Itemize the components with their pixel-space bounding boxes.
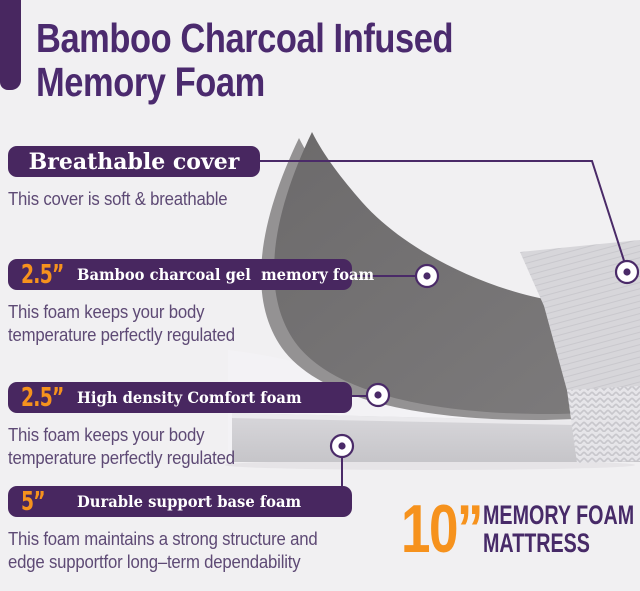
mattress-product-label: MEMORY FOAM MATTRESS <box>483 501 640 557</box>
desc-line: edge supportfor long–term dependability <box>8 552 301 572</box>
layer-name: High density Comfort foam <box>77 388 302 407</box>
page-title: Bamboo Charcoal Infused Memory Foam <box>36 16 533 104</box>
callout-dot-cover <box>614 259 640 285</box>
layer-description: This foam keeps your body temperature pe… <box>8 424 352 470</box>
callout-dot-comfort-foam <box>365 382 391 408</box>
layer-section-memory-foam: 2.5” Bamboo charcoal gel memory foam Thi… <box>8 259 374 347</box>
layer-description: This foam keeps your body temperature pe… <box>8 301 352 347</box>
mattress-total-thickness: 10” <box>401 491 505 567</box>
callout-dots <box>329 259 640 459</box>
title-line-1: Bamboo Charcoal Infused <box>36 16 533 60</box>
layer-banner-breathable-cover: Breathable cover <box>8 146 260 177</box>
layer-section-comfort-foam: 2.5” High density Comfort foam This foam… <box>8 382 352 470</box>
layer-thickness: 2.5” <box>21 382 64 413</box>
title-text-2: Memory Foam <box>36 59 265 105</box>
desc-line: This foam keeps your body <box>8 302 205 322</box>
desc-line: This foam maintains a strong structure a… <box>8 529 318 549</box>
product-label-line-1: MEMORY FOAM <box>483 501 640 529</box>
layer-name: Breathable cover <box>28 148 240 175</box>
product-label-text-1: MEMORY FOAM <box>483 500 635 530</box>
layer-banner-comfort-foam: 2.5” High density Comfort foam <box>8 382 352 413</box>
layer-description: This foam maintains a strong structure a… <box>8 528 352 574</box>
desc-line: This foam keeps your body <box>8 425 205 445</box>
breathable-cover-top <box>520 240 640 394</box>
desc-line: temperature perfectly regulated <box>8 325 235 345</box>
layer-name: Durable support base foam <box>77 492 302 511</box>
callout-dot-base-foam <box>329 433 355 459</box>
thickness-text: 10” <box>401 491 483 567</box>
product-label-line-2: MATTRESS <box>483 529 640 557</box>
desc-line: temperature perfectly regulated <box>8 448 235 468</box>
callout-line-cover <box>258 160 628 271</box>
mattress-shadow <box>225 460 635 470</box>
layer-banner-memory-foam: 2.5” Bamboo charcoal gel memory foam <box>8 259 374 290</box>
layer-section-base-foam: 5” Durable support base foam This foam m… <box>8 486 352 574</box>
support-base-top-edge <box>232 413 640 425</box>
product-label-text-2: MATTRESS <box>483 528 590 558</box>
layer-section-breathable-cover: Breathable cover This cover is soft & br… <box>8 146 260 234</box>
callout-dot-memory-foam <box>414 263 440 289</box>
title-text-1: Bamboo Charcoal Infused <box>36 15 454 61</box>
title-line-2: Memory Foam <box>36 60 533 104</box>
layer-description: This cover is soft & breathable <box>8 188 260 234</box>
layer-thickness: 5” <box>21 486 46 517</box>
layer-name: Bamboo charcoal gel memory foam <box>77 265 375 284</box>
layer-thickness: 2.5” <box>21 259 64 290</box>
breathable-cover-side <box>567 386 640 463</box>
layer-banner-base-foam: 5” Durable support base foam <box>8 486 352 517</box>
corner-accent-bar <box>0 0 21 90</box>
desc-line: This cover is soft & breathable <box>8 189 228 209</box>
